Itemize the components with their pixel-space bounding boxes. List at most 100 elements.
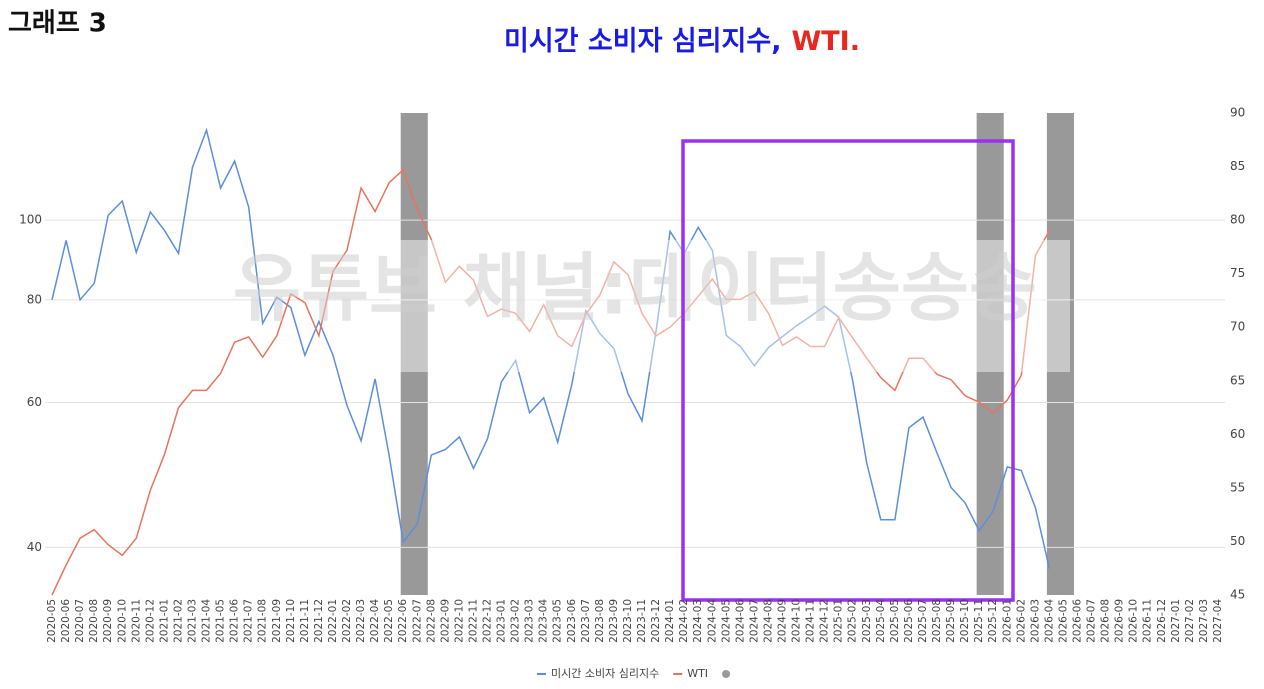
watermark-band [390, 240, 1070, 372]
x-tick-label: 2023-05 [552, 599, 564, 643]
x-tick-label: 2020-05 [46, 599, 58, 643]
x-tick-label: 2023-09 [608, 599, 620, 643]
x-tick-label: 2024-10 [791, 599, 803, 643]
legend-swatch [722, 670, 731, 678]
x-tick-label: 2026-09 [1114, 599, 1126, 643]
header: 그래프 3 [8, 9, 107, 39]
x-tick-label: 2025-07 [917, 599, 929, 643]
shaded-bar [400, 113, 428, 595]
x-tick-label: 2026-11 [1142, 599, 1154, 643]
x-tick-label: 2027-03 [1198, 599, 1210, 643]
y2-tick-label: 55 [1230, 480, 1245, 494]
x-tick-label: 2023-10 [622, 599, 634, 643]
x-tick-label: 2022-05 [383, 599, 395, 643]
y2-tick-label: 80 [1230, 213, 1245, 227]
x-tick-label: 2021-09 [271, 599, 283, 643]
lines [51, 127, 1051, 596]
x-tick-label: 2024-05 [720, 599, 732, 643]
x-tick-label: 2025-03 [861, 599, 873, 643]
y2-tick-label: 45 [1230, 588, 1245, 602]
x-tick-label: 2022-04 [369, 599, 381, 643]
y-tick-label: 100 [19, 213, 42, 227]
x-tick-label: 2022-06 [397, 599, 409, 643]
x-tick-label: 2026-12 [1156, 599, 1168, 643]
x-tick-label: 2026-06 [1072, 599, 1084, 643]
x-tick-label: 2020-12 [144, 599, 156, 643]
x-tick-label: 2025-01 [833, 599, 845, 643]
x-tick-label: 2025-02 [847, 599, 859, 643]
x-tick-label: 2025-12 [987, 599, 999, 643]
x-tick-label: 2022-12 [482, 599, 494, 643]
y2-tick-label: 65 [1230, 373, 1245, 387]
x-tick-label: 2026-04 [1043, 599, 1055, 643]
x-tick-label: 2024-06 [734, 599, 746, 643]
x-tick-label: 2021-07 [243, 599, 255, 643]
x-tick-label: 2023-06 [566, 599, 578, 643]
highlight-box [681, 139, 1015, 602]
title-part: 미시간 소비자 심리지수, [504, 26, 781, 57]
x-tick-label: 2022-11 [467, 599, 479, 643]
x-tick-label: 2024-11 [805, 599, 817, 643]
x-tick-label: 2025-10 [959, 599, 971, 643]
x-tick-label: 2021-06 [229, 599, 241, 643]
y2-tick-label: 75 [1230, 266, 1245, 280]
x-tick-label: 2021-04 [201, 599, 213, 643]
x-tick-label: 2020-10 [116, 599, 128, 643]
x-tick-label: 2022-01 [327, 599, 339, 643]
y2-tick-label: 70 [1230, 320, 1245, 334]
x-tick-label: 2025-11 [973, 599, 985, 643]
x-tick-label: 2023-03 [524, 599, 536, 643]
x-tick-label: 2025-08 [931, 599, 943, 643]
grid [45, 219, 1225, 548]
y2-tick-label: 60 [1230, 427, 1245, 441]
x-tick-label: 2020-08 [88, 599, 100, 643]
x-tick-label: 2024-03 [692, 599, 704, 643]
x-tick-label: 2025-04 [875, 599, 887, 643]
x-tick-label: 2021-03 [187, 599, 199, 643]
x-tick-label: 2025-05 [889, 599, 901, 643]
x-tick-label: 2023-01 [496, 599, 508, 643]
x-tick-label: 2021-11 [299, 599, 311, 643]
title-part: WTI. [791, 26, 860, 57]
series-line [51, 168, 1051, 596]
x-tick-label: 2020-06 [60, 599, 72, 643]
y2-tick-label: 50 [1230, 534, 1245, 548]
x-tick-label: 2026-07 [1086, 599, 1098, 643]
y-tick-label: 80 [27, 292, 42, 306]
y-tick-label: 60 [27, 395, 42, 409]
x-tick-label: 2020-09 [102, 599, 114, 643]
x-tick-label: 2022-07 [411, 599, 423, 643]
x-tick-label: 2024-02 [678, 599, 690, 643]
x-tick-label: 2026-01 [1001, 599, 1013, 643]
x-tick-label: 2026-08 [1100, 599, 1112, 643]
x-tick-label: 2021-01 [158, 599, 170, 643]
y2-tick-label: 85 [1230, 159, 1245, 173]
x-tick-label: 2021-12 [313, 599, 325, 643]
x-tick-label: 2022-02 [341, 599, 353, 643]
x-tick-label: 2021-10 [285, 599, 297, 643]
x-tick-label: 2021-02 [172, 599, 184, 643]
legend: 미시간 소비자 심리지수 WTI [537, 667, 731, 680]
x-tick-label: 2024-04 [706, 599, 718, 643]
x-tick-label: 2024-08 [762, 599, 774, 643]
x-tick-label: 2026-02 [1015, 599, 1027, 643]
x-tick-label: 2027-04 [1212, 599, 1224, 643]
x-tick-label: 2025-06 [903, 599, 915, 643]
y-tick-label: 40 [27, 540, 42, 554]
series-line [51, 127, 1051, 569]
x-tick-label: 2025-09 [945, 599, 957, 643]
chart-title: 미시간 소비자 심리지수, WTI. [504, 26, 860, 57]
x-tick-label: 2023-08 [594, 599, 606, 643]
x-tick-label: 2023-11 [636, 599, 648, 643]
x-tick-label: 2024-07 [748, 599, 760, 643]
legend-label: 미시간 소비자 심리지수 [551, 667, 659, 680]
y2-tick-label: 90 [1230, 106, 1245, 120]
x-tick-label: 2024-09 [777, 599, 789, 643]
x-tick-label: 2023-07 [580, 599, 592, 643]
x-tick-label: 2022-08 [425, 599, 437, 643]
x-tick-label: 2024-12 [819, 599, 831, 643]
legend-label: WTI [687, 667, 708, 680]
x-tick-label: 2023-04 [538, 599, 550, 643]
